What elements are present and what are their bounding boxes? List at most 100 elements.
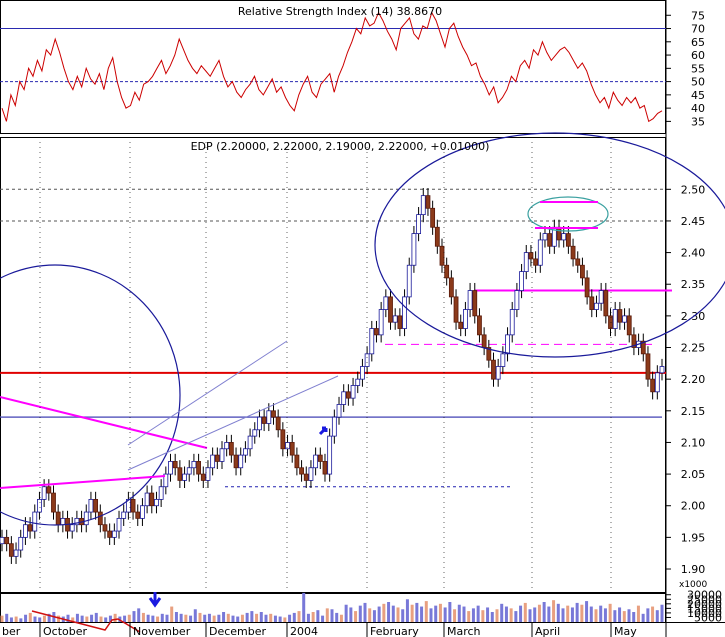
volume-bar	[42, 615, 46, 622]
price-tick-label: 1.90	[681, 563, 706, 576]
candlestick	[533, 258, 539, 266]
candlestick	[617, 309, 623, 323]
volume-bar	[382, 603, 386, 622]
rsi-tick-label: 65	[691, 36, 705, 49]
candlestick	[121, 511, 127, 519]
volume-bar	[372, 610, 376, 622]
volume-bar	[391, 605, 395, 622]
rsi-tick-label: 35	[691, 115, 705, 128]
candlestick	[495, 366, 501, 380]
volume-bar	[476, 605, 480, 622]
candlestick	[247, 435, 253, 450]
volume-bar	[240, 614, 244, 622]
candlestick	[285, 442, 290, 450]
volume-bar	[288, 614, 292, 622]
candlestick	[308, 467, 314, 481]
price-tick-label: 2.00	[681, 500, 706, 513]
candlestick	[612, 309, 618, 329]
x-tick-label: October	[43, 625, 87, 637]
volume-tick-label: 10000	[687, 607, 722, 620]
candlestick	[420, 195, 426, 216]
candlestick	[60, 517, 66, 526]
volume-bar	[438, 603, 442, 622]
candlestick	[430, 207, 436, 228]
volume-bar	[401, 609, 405, 622]
volume-bar	[306, 613, 310, 622]
x-tick-label: ber	[2, 625, 21, 637]
price-tick-label: 2.05	[681, 468, 706, 481]
volume-bar	[137, 608, 141, 622]
candlestick	[477, 315, 482, 336]
candlestick	[214, 454, 220, 462]
volume-bar	[28, 612, 32, 622]
volume-bar	[57, 615, 61, 622]
volume-bar	[212, 615, 216, 622]
volume-bar	[179, 613, 183, 622]
volume-bar	[349, 607, 353, 622]
volume-bar	[330, 609, 334, 622]
volume-bar	[580, 604, 584, 622]
candlestick	[645, 353, 651, 380]
volume-bar	[453, 609, 457, 622]
rsi-tick-label: 55	[691, 62, 705, 75]
volume-bar	[613, 610, 617, 622]
volume-bar	[655, 610, 659, 622]
volume-bar	[486, 607, 490, 622]
candlestick	[631, 334, 637, 348]
volume-bar	[585, 601, 589, 622]
volume-bar	[504, 606, 508, 622]
candlestick	[168, 461, 173, 475]
volume-bar	[547, 606, 551, 622]
candlestick	[425, 195, 431, 209]
candlestick	[463, 309, 468, 329]
candlestick	[397, 315, 403, 329]
candlestick	[528, 252, 534, 260]
candlestick	[481, 334, 487, 348]
candlestick	[303, 473, 309, 481]
candlestick	[327, 435, 333, 475]
volume-bar	[471, 608, 475, 622]
volume-bar	[123, 615, 127, 622]
candlestick	[191, 461, 197, 469]
volume-bar	[75, 613, 79, 622]
candlestick	[172, 461, 178, 469]
candlestick	[519, 271, 524, 291]
volume-bar	[217, 614, 221, 622]
triangle-upper-line	[0, 396, 208, 449]
volume-bar	[311, 612, 315, 622]
top-ellipse	[374, 132, 725, 358]
volume-bar	[231, 615, 235, 622]
candlestick	[626, 315, 632, 336]
x-tick-label: November	[133, 625, 191, 637]
volume-bar	[561, 608, 565, 622]
candlestick	[88, 498, 94, 513]
candlestick	[336, 404, 342, 418]
volume-bar	[335, 612, 339, 622]
volume-bar	[146, 614, 150, 622]
rsi-tick-label: 50	[691, 76, 705, 89]
volume-bar	[344, 604, 348, 622]
candlestick	[102, 524, 108, 532]
candlestick	[523, 252, 529, 272]
x-tick-label: May	[614, 625, 637, 637]
volume-bar	[203, 614, 207, 622]
volume-bar	[236, 616, 240, 622]
candlestick	[453, 296, 459, 323]
candlestick	[654, 372, 660, 393]
candlestick	[448, 277, 454, 298]
volume-bar	[556, 603, 560, 622]
candlestick	[598, 290, 604, 304]
volume-bar	[9, 617, 13, 622]
candlestick	[350, 385, 356, 399]
volume-tick-label: 5000	[694, 611, 722, 624]
candlestick	[388, 296, 393, 323]
candlestick	[280, 429, 286, 450]
candlestick	[378, 309, 384, 336]
price-tick-label: 2.45	[681, 215, 706, 228]
x-axis: ber October November December 2004 February Ma…	[0, 137, 637, 637]
candlestick	[257, 416, 262, 431]
volume-bar	[316, 610, 320, 622]
volume-bar	[542, 602, 546, 622]
